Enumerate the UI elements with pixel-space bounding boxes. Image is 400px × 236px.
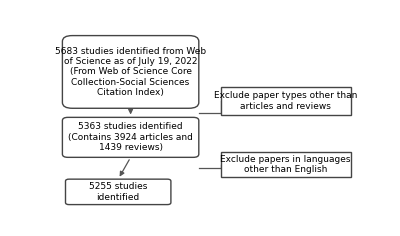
FancyBboxPatch shape [62,36,199,108]
Bar [220,152,351,177]
Text: 5683 studies identified from Web
of Science as of July 19, 2022
(From Web of Sci: 5683 studies identified from Web of Scie… [55,47,206,97]
Text: 5255 studies
identified: 5255 studies identified [89,182,147,202]
Text: Exclude papers in languages
other than English: Exclude papers in languages other than E… [220,155,351,174]
FancyBboxPatch shape [66,179,171,205]
FancyBboxPatch shape [62,117,199,157]
Text: 5363 studies identified
(Contains 3924 articles and
1439 reviews): 5363 studies identified (Contains 3924 a… [68,122,193,152]
Text: Exclude paper types other than
articles and reviews: Exclude paper types other than articles … [214,91,357,111]
Bar [220,87,351,115]
